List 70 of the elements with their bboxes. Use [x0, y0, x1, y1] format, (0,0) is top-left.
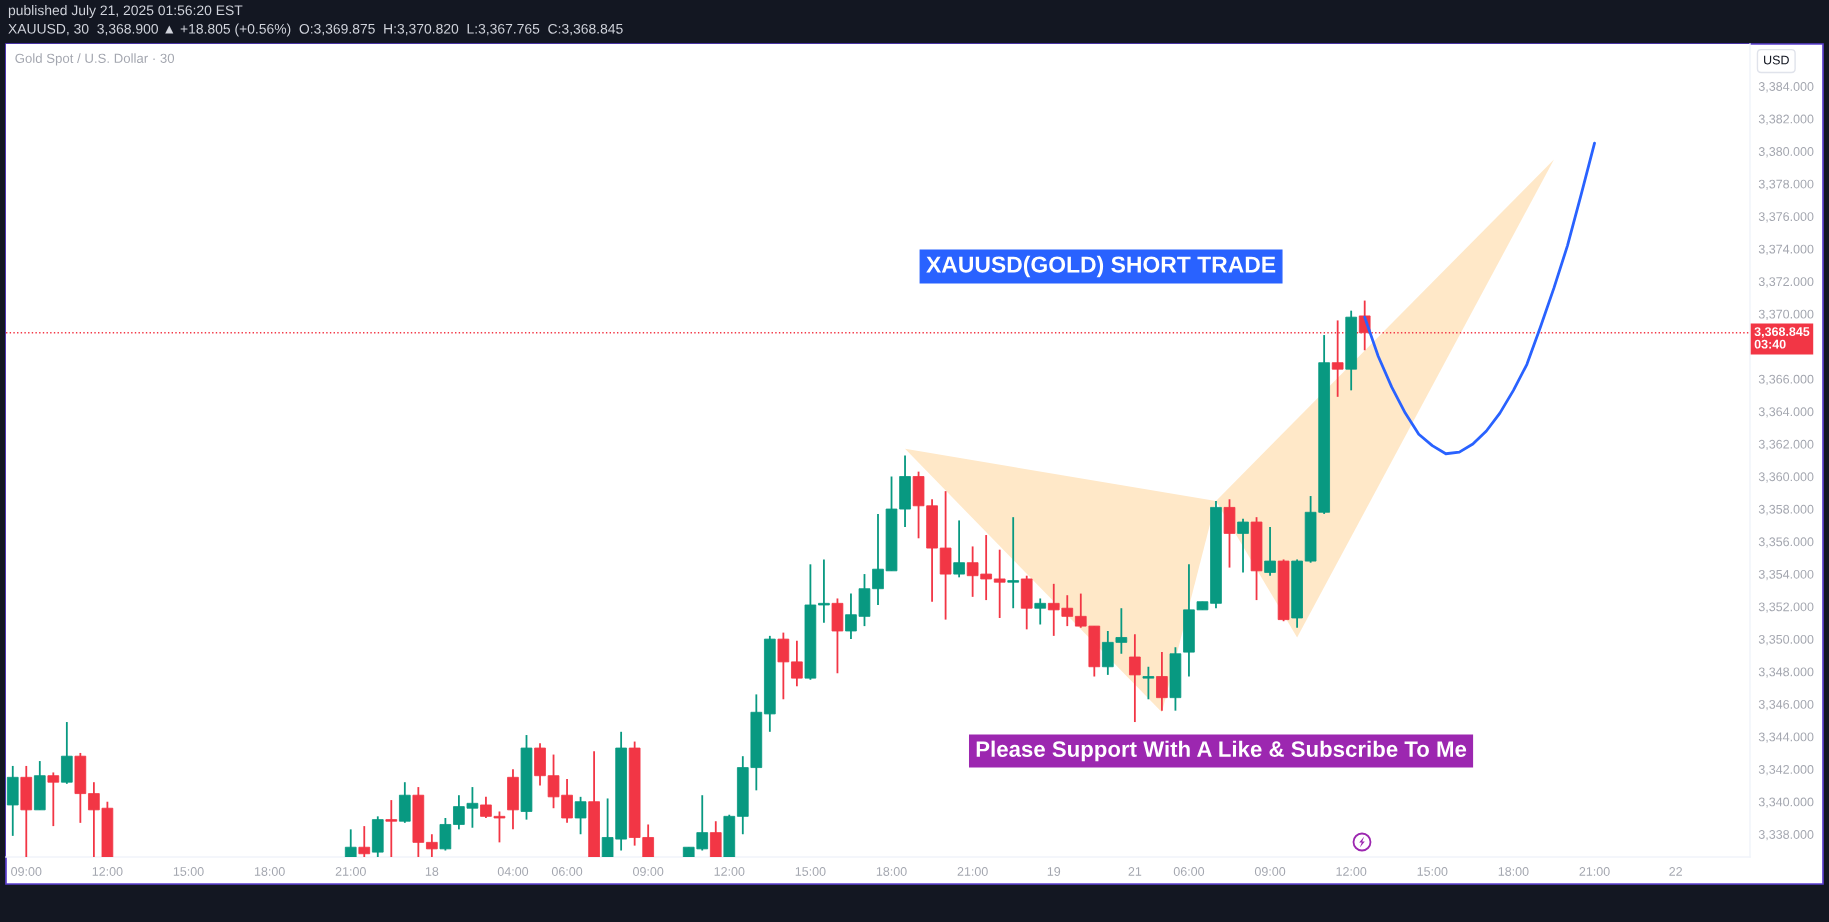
candlestick	[426, 833, 438, 857]
candlestick	[47, 771, 60, 828]
candlestick	[1264, 526, 1276, 577]
ref-line-label: 3,368.845 03:40	[1754, 327, 1810, 349]
y-tick-label: 3,378.000	[1758, 179, 1814, 190]
x-tick-label: 06:00	[551, 867, 583, 876]
y-tick-label: 3,380.000	[1758, 147, 1814, 158]
x-tick-label: 15:00	[795, 867, 826, 876]
candlestick	[1156, 651, 1168, 712]
y-tick-label: 3,360.000	[1758, 472, 1814, 483]
candlestick	[1142, 665, 1155, 701]
y-tick-label: 3,356.000	[1758, 537, 1814, 548]
chart-subtitle: XAUUSD, 30 3,368.900 ▲ +18.805 (+0.56%) O:3,369.875 H:3,370.820 L:3,367.765 C:3,368.845	[8, 23, 623, 37]
y-tick-label: 3,372.000	[1758, 277, 1814, 288]
x-tick-label: 12:00	[1336, 867, 1367, 876]
y-tick-label: 3,354.000	[1758, 569, 1814, 581]
y-tick-label: 3,374.000	[1758, 244, 1814, 255]
annotation: Please Support With A Like & Subscribe To Me	[976, 740, 1467, 762]
y-tick-label: 3,340.000	[1758, 797, 1814, 808]
candlestick	[993, 548, 1006, 619]
candlestick	[385, 799, 398, 857]
x-tick-label: 09:00	[1254, 867, 1286, 876]
x-tick-label: 21:00	[1579, 867, 1610, 876]
y-tick-label: 3,370.000	[1758, 309, 1814, 321]
x-tick-label: 19	[1047, 867, 1061, 876]
candlestick	[358, 825, 371, 857]
candlestick	[1034, 597, 1047, 626]
text: Gold Spot / U.S. Dollar · 30	[15, 53, 175, 66]
y-tick-label: 3,348.000	[1758, 667, 1814, 678]
x-tick-label: 12:00	[92, 867, 123, 876]
y-axis-title: USD	[1764, 55, 1789, 65]
y-tick-label: 3,376.000	[1758, 212, 1814, 223]
candlestick	[777, 631, 790, 701]
x-tick-label: 21:00	[335, 867, 366, 876]
x-tick-label: 09:00	[633, 867, 664, 876]
y-tick-label: 3,346.000	[1758, 699, 1814, 711]
annotation: XAUUSD(GOLD) SHORT TRADE	[926, 255, 1276, 278]
candlestick	[1129, 633, 1141, 723]
candlestick	[1237, 517, 1249, 574]
x-tick-label: 15:00	[1417, 867, 1448, 876]
candlestick	[791, 639, 803, 688]
y-tick-label: 3,342.000	[1758, 765, 1814, 776]
y-tick-label: 3,364.000	[1758, 407, 1814, 418]
x-tick-label: 18:00	[254, 867, 285, 876]
x-tick-label: 04:00	[497, 867, 529, 876]
x-tick-label: 09:00	[11, 867, 42, 876]
y-tick-label: 3,362.000	[1758, 439, 1814, 451]
candlestick	[1007, 516, 1020, 610]
candlestick	[953, 519, 965, 579]
x-tick-label: 21:00	[957, 867, 988, 876]
candlestick	[574, 795, 587, 836]
y-tick-label: 3,384.000	[1758, 82, 1814, 93]
y-tick-label: 3,352.000	[1758, 602, 1814, 613]
x-tick-label: 12:00	[714, 867, 745, 876]
x-tick-label: 18	[425, 867, 439, 876]
y-tick-label: 3,358.000	[1758, 504, 1814, 516]
x-tick-label: 18:00	[876, 867, 907, 876]
x-tick-label: 21	[1128, 867, 1142, 876]
y-tick-label: 3,338.000	[1758, 830, 1814, 841]
text: published July 21, 2025 01:56:20 EST	[8, 5, 243, 18]
y-tick-label: 3,366.000	[1758, 374, 1814, 386]
y-tick-label: 3,382.000	[1758, 114, 1814, 125]
x-tick-label: 22	[1669, 867, 1682, 876]
y-tick-label: 3,350.000	[1758, 634, 1814, 646]
y-tick-label: 3,344.000	[1758, 732, 1814, 743]
x-tick-label: 15:00	[173, 867, 204, 876]
candlestick	[818, 558, 830, 624]
x-tick-label: 06:00	[1173, 867, 1205, 876]
candlestick	[344, 828, 357, 857]
x-tick-label: 18:00	[1498, 867, 1529, 876]
